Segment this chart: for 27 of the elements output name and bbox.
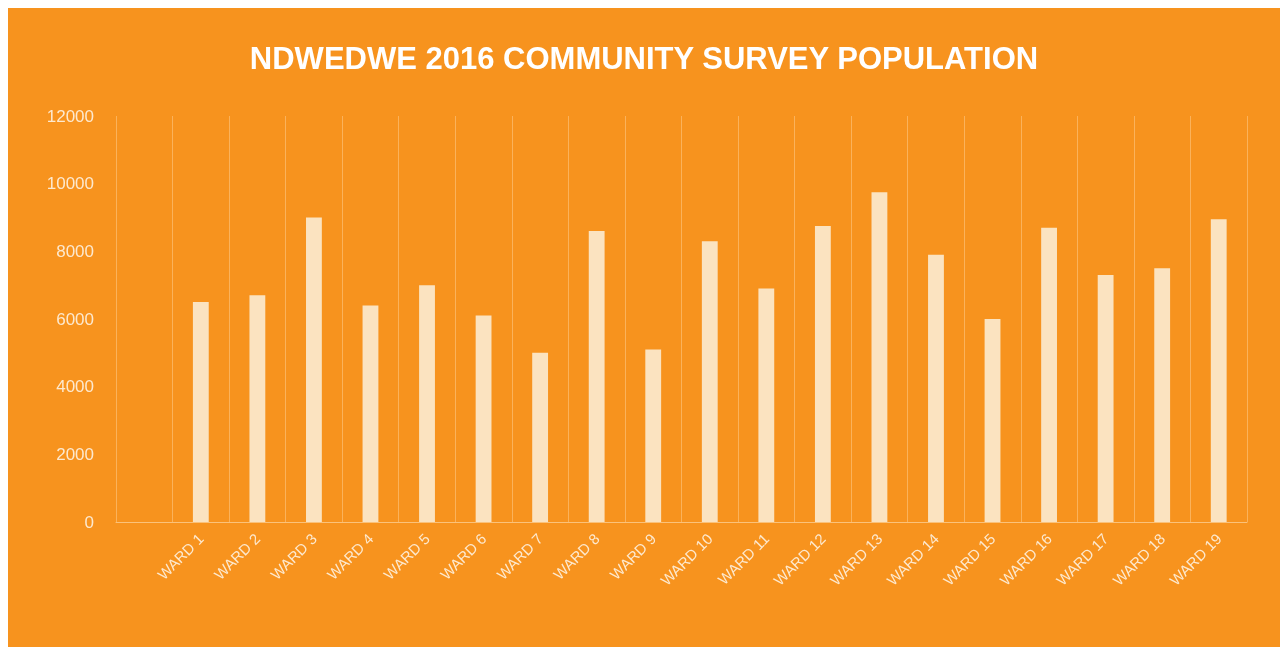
bar bbox=[701, 241, 718, 522]
y-tick-label: 4000 bbox=[56, 377, 94, 397]
bar bbox=[419, 285, 435, 522]
y-tick-label: 10000 bbox=[46, 174, 94, 194]
bar bbox=[1210, 219, 1227, 522]
bar bbox=[588, 231, 605, 522]
bar bbox=[1041, 227, 1057, 522]
y-tick-label: 6000 bbox=[56, 309, 94, 329]
bar bbox=[758, 288, 775, 522]
bar bbox=[532, 352, 549, 522]
y-tick-label: 0 bbox=[84, 512, 94, 532]
bar bbox=[362, 305, 379, 522]
bar bbox=[192, 302, 209, 522]
y-tick-label: 8000 bbox=[56, 241, 94, 261]
bar bbox=[1097, 275, 1114, 522]
bar bbox=[306, 217, 322, 522]
bar bbox=[871, 192, 888, 522]
y-tick-label: 12000 bbox=[46, 106, 94, 126]
y-tick-label: 2000 bbox=[56, 444, 94, 464]
bar bbox=[249, 295, 266, 522]
bar bbox=[928, 254, 944, 522]
bar bbox=[645, 349, 662, 522]
bar bbox=[1154, 268, 1171, 522]
chart-title: NDWEDWE 2016 COMMUNITY SURVEY POPULATION bbox=[249, 41, 1039, 76]
bar bbox=[475, 315, 492, 522]
bar bbox=[814, 225, 831, 522]
bar bbox=[984, 319, 1001, 522]
